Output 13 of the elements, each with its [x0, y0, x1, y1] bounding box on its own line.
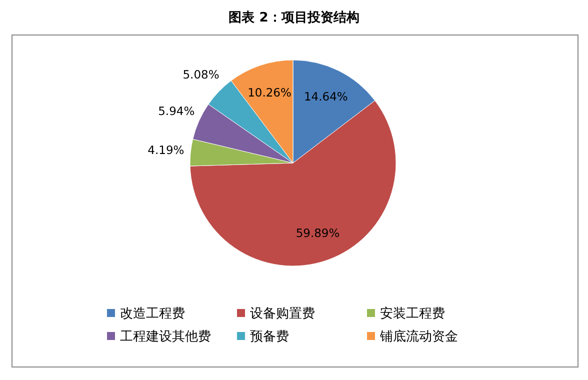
- data-label: 10.26%: [248, 86, 292, 100]
- legend-label: 工程建设其他费: [120, 330, 211, 345]
- legend-label: 铺底流动资金: [379, 328, 458, 345]
- chart-title: 图表 2：项目投资结构: [228, 10, 360, 26]
- data-label: 4.19%: [148, 143, 184, 158]
- data-label: 14.64%: [304, 90, 348, 104]
- data-label: 5.94%: [158, 104, 195, 118]
- legend-label: 预备费: [250, 330, 289, 345]
- legend-label: 安装工程费: [380, 306, 445, 322]
- data-label: 59.89%: [296, 226, 340, 240]
- data-label: 5.08%: [182, 67, 220, 82]
- legend-label: 改造工程费: [120, 306, 185, 322]
- legend-label: 设备购置费: [250, 306, 315, 322]
